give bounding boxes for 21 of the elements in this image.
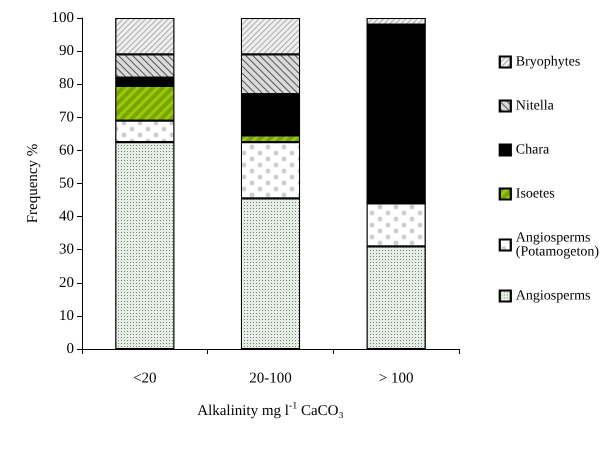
legend-label: Chara: [516, 142, 550, 158]
y-tick-label: 100: [52, 10, 74, 26]
y-tick-label: 60: [59, 142, 74, 158]
y-tick-label: 80: [59, 76, 74, 92]
x-tick-label: <20: [133, 370, 157, 386]
y-tick-label: 10: [59, 308, 74, 324]
y-tick-label: 40: [59, 208, 74, 225]
y-axis-title: Frequency %: [25, 144, 42, 224]
y-tick-label: 50: [59, 176, 74, 192]
y-tick-label: 70: [59, 109, 74, 126]
legend-label: Angiosperms: [516, 288, 590, 304]
y-tick-label: 0: [66, 341, 74, 357]
x-tick-label: > 100: [378, 370, 414, 386]
y-tick-label: 20: [59, 274, 74, 291]
x-tick-label: 20-100: [249, 370, 292, 386]
legend-label: Isoetes: [516, 186, 555, 202]
y-tick-label: 30: [59, 242, 74, 258]
legend-label: Angiosperms (Potamogeton): [516, 230, 600, 260]
y-tick-label: 90: [59, 43, 74, 60]
legend-label: Nitella: [516, 98, 555, 114]
legend-label: Bryophytes: [516, 54, 580, 70]
